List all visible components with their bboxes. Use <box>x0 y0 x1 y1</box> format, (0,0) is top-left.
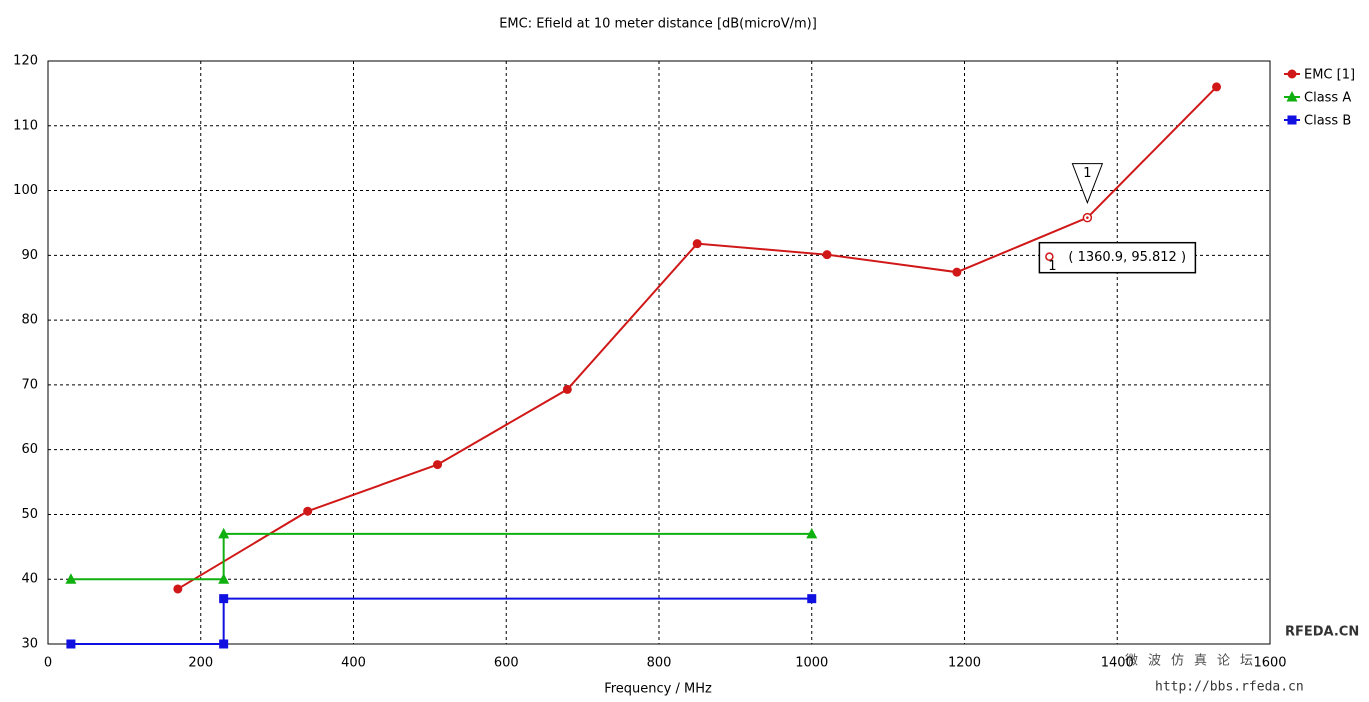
y-tick-label: 110 <box>13 118 38 133</box>
marker-flag <box>1071 163 1104 205</box>
data-point <box>218 573 230 584</box>
data-point <box>822 250 832 260</box>
data-point <box>218 527 230 539</box>
plot-frame <box>47 60 1271 645</box>
data-point <box>1212 82 1222 92</box>
data-point <box>1287 115 1297 125</box>
y-tick-label: 60 <box>21 442 38 457</box>
y-tick-label: 80 <box>21 313 38 328</box>
watermark: RFEDA.CN <box>1285 625 1359 640</box>
marker-readout-index: 1 <box>1048 259 1056 274</box>
marker-readout: ( 1360.9, 95.812 ) <box>1068 250 1186 265</box>
x-tick-label: 400 <box>341 656 366 671</box>
y-tick-label: 50 <box>21 507 38 522</box>
x-tick-label: 800 <box>647 656 672 671</box>
marker-dot <box>1086 216 1089 219</box>
legend-label: EMC [1] <box>1304 68 1355 83</box>
legend-label: Class B <box>1304 114 1351 129</box>
data-point <box>562 384 572 394</box>
x-tick-label: 1600 <box>1253 656 1286 671</box>
watermark: http://bbs.rfeda.cn <box>1155 680 1304 695</box>
y-tick-label: 90 <box>21 248 38 263</box>
data-point <box>806 527 818 539</box>
marker-readout-icon <box>1045 252 1054 261</box>
data-point <box>952 267 962 277</box>
x-tick-label: 1000 <box>795 656 828 671</box>
x-axis-label: Frequency / MHz <box>604 682 712 697</box>
legend-label: Class A <box>1304 91 1351 106</box>
y-tick-label: 30 <box>21 637 38 652</box>
data-point <box>219 594 229 604</box>
x-tick-label: 200 <box>188 656 213 671</box>
series-line <box>70 532 812 581</box>
x-tick-label: 1400 <box>1101 656 1134 671</box>
data-point <box>1287 69 1297 79</box>
data-point <box>303 506 313 516</box>
series-line <box>70 597 812 645</box>
data-point <box>66 639 76 649</box>
data-point <box>807 594 817 604</box>
x-tick-label: 1200 <box>948 656 981 671</box>
y-tick-label: 40 <box>21 572 38 587</box>
x-tick-label: 0 <box>44 656 52 671</box>
data-point <box>1286 91 1298 102</box>
data-point <box>433 460 443 470</box>
y-tick-label: 100 <box>13 183 38 198</box>
y-tick-label: 70 <box>21 377 38 392</box>
y-tick-label: 120 <box>13 54 38 69</box>
x-tick-label: 600 <box>494 656 519 671</box>
data-point <box>173 584 183 594</box>
data-point <box>65 573 77 584</box>
data-point <box>219 639 229 649</box>
watermark: 微波仿真论坛 <box>1125 654 1263 669</box>
marker-readout-box <box>1038 241 1197 274</box>
data-point <box>692 239 702 249</box>
marker-flag-label: 1 <box>1083 166 1091 181</box>
chart-title: EMC: Efield at 10 meter distance [dB(mic… <box>499 17 817 32</box>
